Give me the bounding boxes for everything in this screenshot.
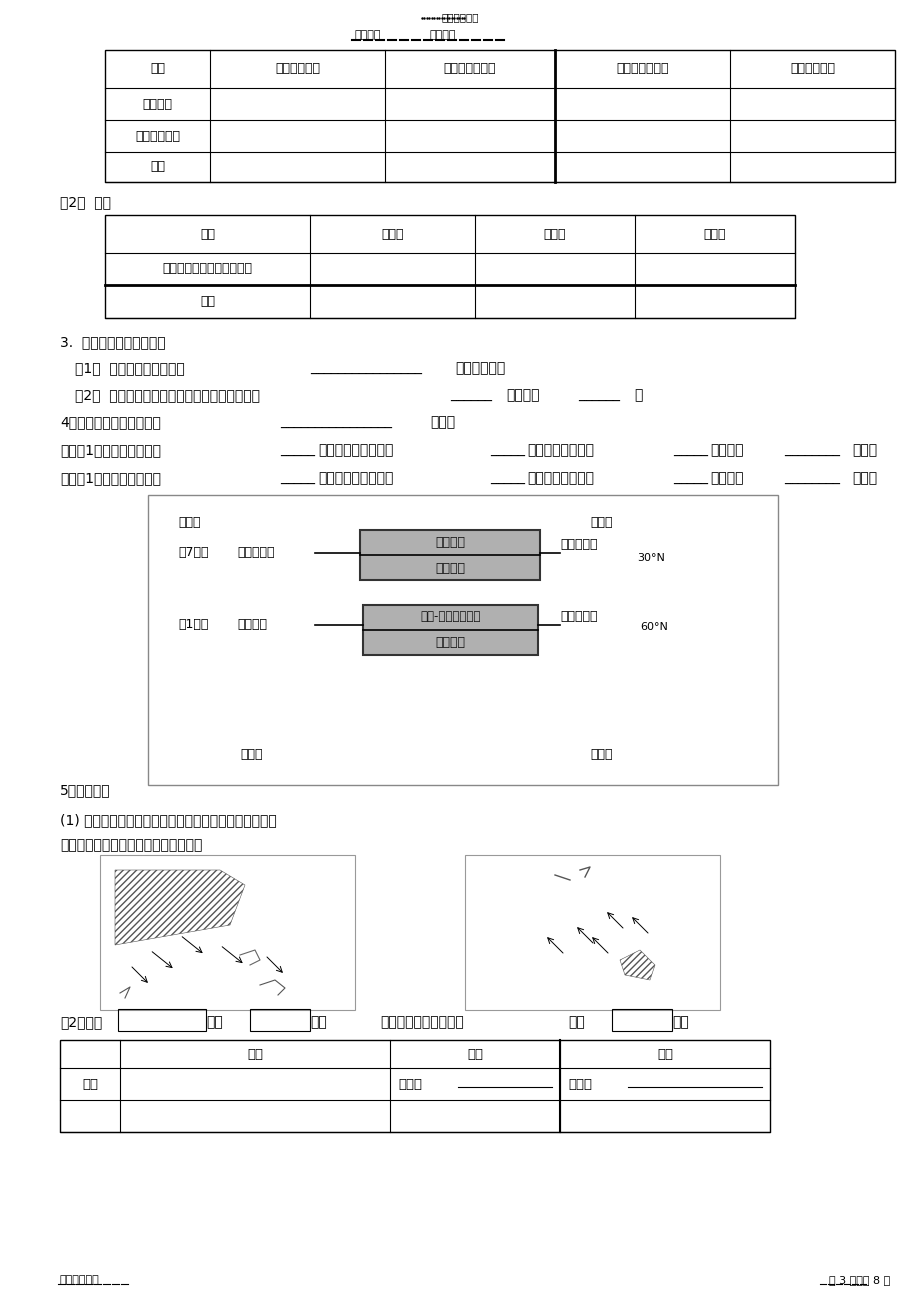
Text: 学习必备: 学习必备 (355, 30, 381, 40)
Text: ________: ________ (783, 470, 839, 485)
Text: 30°N: 30°N (636, 552, 664, 563)
Text: 信风带: 信风带 (380, 228, 403, 241)
Text: （2）、东: （2）、东 (60, 1015, 102, 1029)
Bar (105, 50, 894, 182)
Text: 差异；: 差异； (429, 414, 455, 429)
Text: 高压，北太平洋形成: 高压，北太平洋形成 (318, 443, 393, 457)
Text: 的移动而移动: 的移动而移动 (455, 361, 505, 375)
Text: 冰岛低压: 冰岛低压 (237, 619, 267, 632)
Text: 季（: 季（ (567, 1015, 584, 1029)
Text: _____: _____ (279, 470, 314, 485)
Text: 名称: 名称 (150, 63, 165, 76)
Text: 精选学习资料: 精选学习资料 (441, 12, 478, 22)
Text: 季（: 季（ (206, 1015, 222, 1029)
Bar (105, 215, 794, 318)
Text: _____: _____ (279, 443, 314, 457)
Bar (611, 1009, 671, 1031)
Text: 东亚: 东亚 (82, 1078, 98, 1091)
Text: 风向: 风向 (467, 1048, 482, 1061)
Text: （2）  风带: （2） 风带 (60, 195, 111, 208)
Text: 3.  气压带风带的季节移动: 3. 气压带风带的季节移动 (60, 335, 165, 349)
Bar (118, 1009, 206, 1031)
Text: 月）: 月） (310, 1015, 326, 1029)
Text: 4、北半球气压中心：由于: 4、北半球气压中心：由于 (60, 414, 161, 429)
Text: 西风带: 西风带 (543, 228, 565, 241)
Text: 副热带高气压带: 副热带高气压带 (443, 63, 495, 76)
Text: 蒙古-西伯利亚高压: 蒙古-西伯利亚高压 (420, 611, 480, 624)
Text: ，冬季偏: ，冬季偏 (505, 388, 539, 403)
Text: 极地高气压带: 极地高气压带 (789, 63, 834, 76)
Text: 亚速尔高压: 亚速尔高压 (237, 546, 274, 559)
Text: 成因: 成因 (246, 1048, 263, 1061)
Text: 。: 。 (633, 388, 641, 403)
Text: 月）: 月） (671, 1015, 688, 1029)
Text: 亚欧大陆: 亚欧大陆 (435, 636, 465, 649)
Text: （2）  移动规律：就北半球而言，大致是夏季偏: （2） 移动规律：就北半球而言，大致是夏季偏 (75, 388, 260, 403)
Bar (250, 1009, 310, 1031)
Text: ______: ______ (577, 388, 619, 403)
Text: 阿留申低压: 阿留申低压 (560, 611, 596, 624)
Text: （1）  原因：气压带风带随: （1） 原因：气压带风带随 (75, 361, 185, 375)
Text: ________________: ________________ (310, 361, 422, 375)
Text: 高压；将: 高压；将 (709, 470, 743, 485)
Text: _____: _____ (673, 443, 708, 457)
Text: 亚欧大陆: 亚欧大陆 (435, 562, 464, 575)
Text: 切断。: 切断。 (851, 443, 876, 457)
Text: 冬季（1月）亚欧大陆形成: 冬季（1月）亚欧大陆形成 (60, 443, 161, 457)
Text: 大西洋: 大西洋 (177, 516, 200, 529)
Bar (100, 855, 355, 1010)
Text: 冬季：: 冬季： (567, 1078, 591, 1091)
Text: ________: ________ (783, 443, 839, 457)
Text: 低压，北太平洋形成: 低压，北太平洋形成 (318, 470, 393, 485)
Text: 印度低压: 印度低压 (435, 536, 464, 549)
Text: 性质: 性质 (656, 1048, 673, 1061)
Bar (464, 855, 720, 1010)
Text: 高压；大西洋形成: 高压；大西洋形成 (527, 470, 594, 485)
Text: 欢迎下载: 欢迎下载 (429, 30, 456, 40)
Text: 成因类型: 成因类型 (142, 98, 173, 111)
Text: 亚季风与南亚季风比较: 亚季风与南亚季风比较 (380, 1015, 463, 1029)
Text: 切断。: 切断。 (851, 470, 876, 485)
Text: 低压；大西洋形成: 低压；大西洋形成 (527, 443, 594, 457)
Text: 东风带: 东风带 (703, 228, 725, 241)
Bar (148, 495, 777, 784)
Text: 并画出东亚和南亚的冬夏季风的风向。: 并画出东亚和南亚的冬夏季风的风向。 (60, 838, 202, 852)
Text: 名称: 名称 (199, 228, 215, 241)
Text: 性质: 性质 (150, 160, 165, 173)
Text: 大西洋: 大西洋 (240, 748, 262, 761)
Bar (363, 605, 538, 655)
Text: 性质: 性质 (199, 294, 215, 308)
Text: 冬季：: 冬季： (398, 1078, 422, 1091)
Text: 60°N: 60°N (640, 622, 667, 632)
Text: 夏威夷高压: 夏威夷高压 (560, 538, 596, 551)
Text: ________________: ________________ (279, 414, 391, 429)
Text: 夏季（1月）亚欧大陆形成: 夏季（1月）亚欧大陆形成 (60, 470, 161, 485)
Text: 太平洋: 太平洋 (589, 748, 612, 761)
Bar (359, 530, 539, 580)
Text: 5、季风环流: 5、季风环流 (60, 783, 110, 797)
Text: （1月）: （1月） (177, 619, 208, 632)
Text: 气流运动方向: 气流运动方向 (135, 129, 180, 142)
Text: 名师归纳总结: 名师归纳总结 (60, 1276, 99, 1285)
Text: (1) 在下图中分别注出亚欧大陆和北太平洋的气压名称，: (1) 在下图中分别注出亚欧大陆和北太平洋的气压名称， (60, 813, 277, 827)
Text: 气流运动方向（纬度之间）: 气流运动方向（纬度之间） (163, 262, 252, 275)
Text: _____: _____ (673, 470, 708, 485)
Text: _____: _____ (490, 470, 525, 485)
Text: 第 3 页，共 8 页: 第 3 页，共 8 页 (828, 1276, 890, 1285)
Text: ______: ______ (449, 388, 492, 403)
Text: 副极地低气压带: 副极地低气压带 (616, 63, 668, 76)
Text: 低压；将: 低压；将 (709, 443, 743, 457)
Bar (60, 1040, 769, 1132)
Text: （7月）: （7月） (177, 546, 209, 559)
Text: 赤道低气压带: 赤道低气压带 (275, 63, 320, 76)
Text: 太平洋: 太平洋 (589, 516, 612, 529)
Text: _____: _____ (490, 443, 525, 457)
